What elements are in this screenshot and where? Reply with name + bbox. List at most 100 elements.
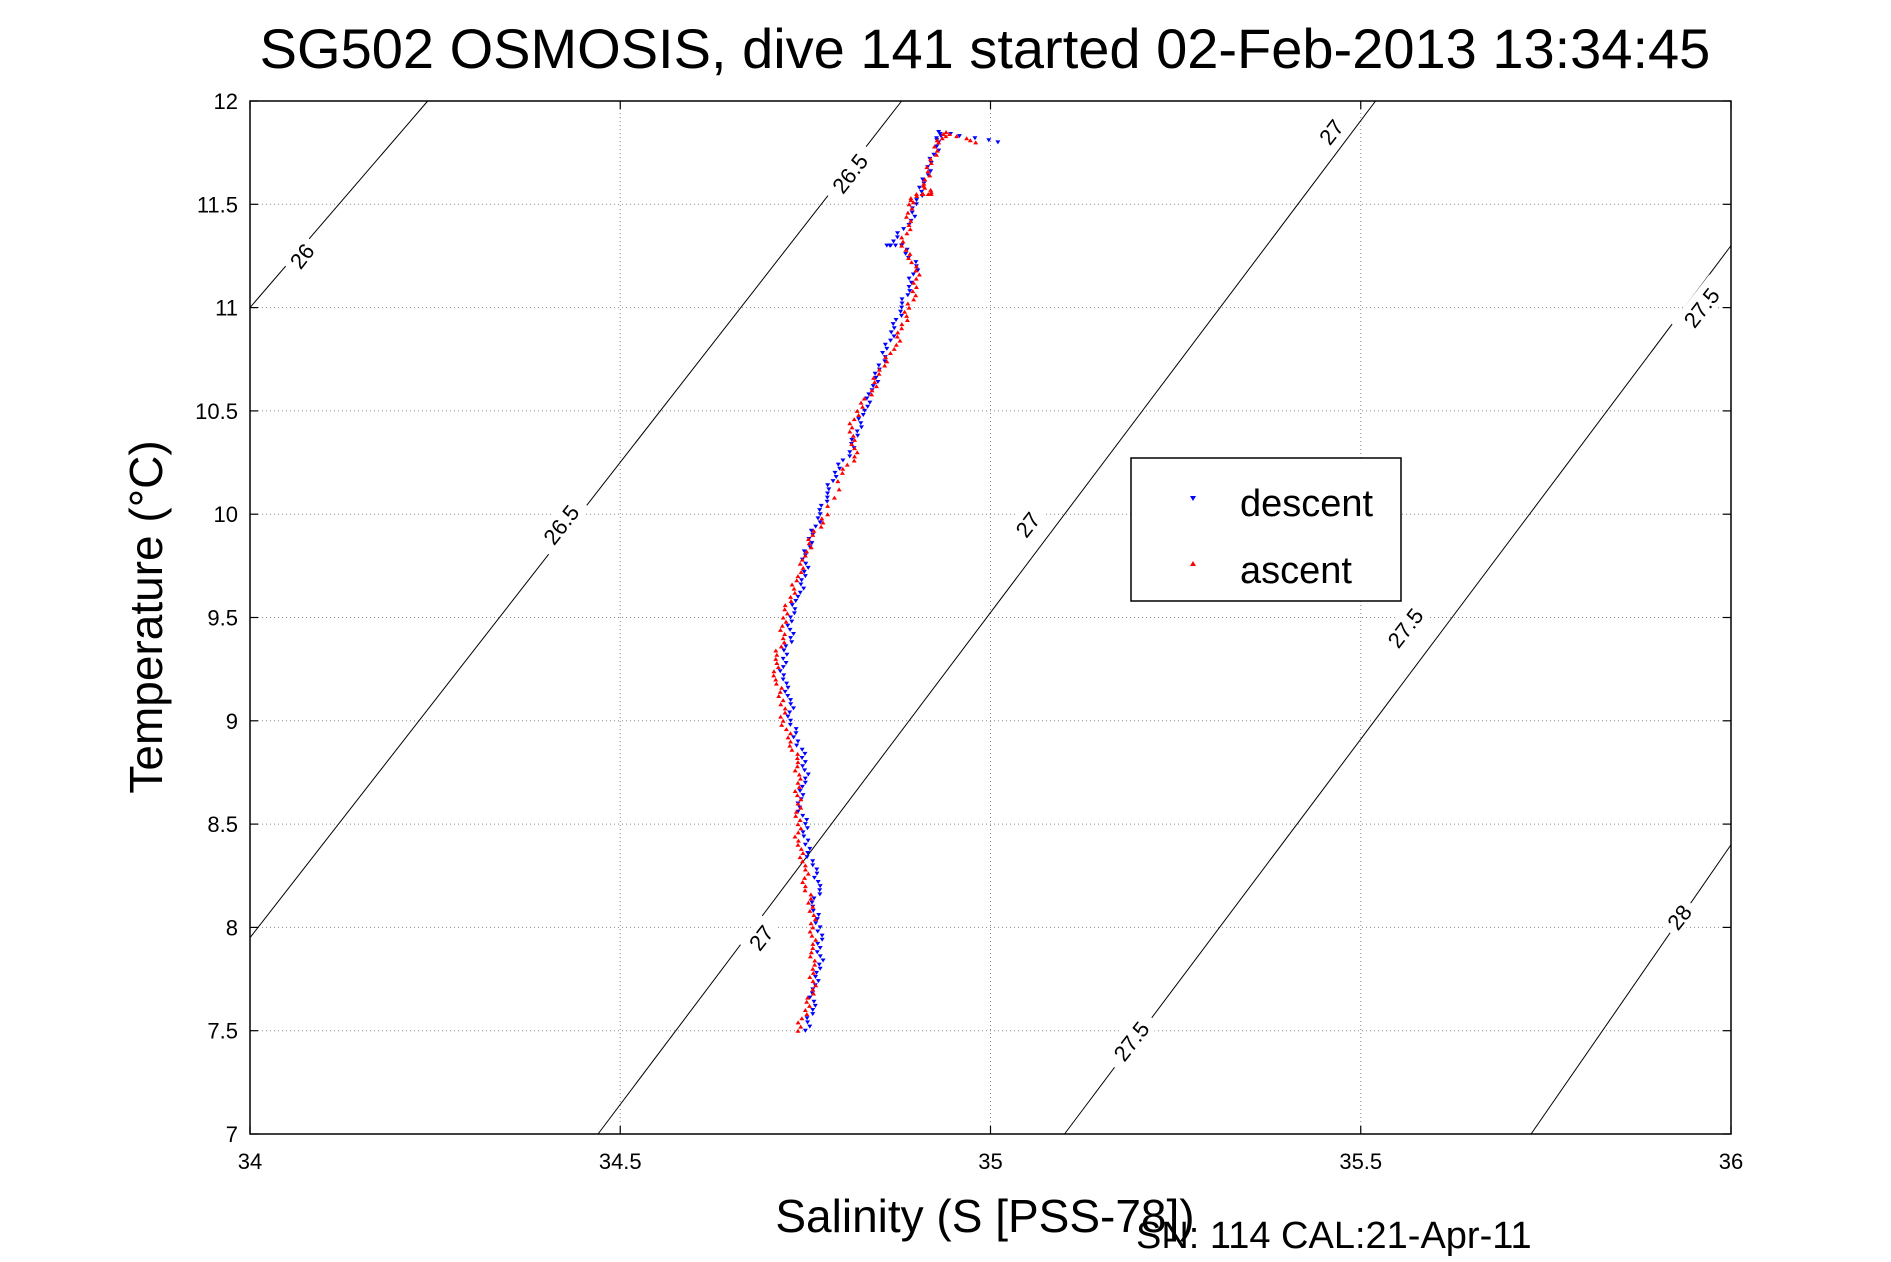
data-point-ascent: [781, 640, 787, 645]
data-point-ascent: [798, 826, 804, 831]
data-point-ascent: [825, 503, 831, 508]
data-point-ascent: [775, 665, 781, 670]
footer-calibration: SN: 114 CAL:21-Apr-11: [1136, 1215, 1532, 1257]
data-point-descent: [814, 867, 820, 872]
data-point-ascent: [934, 152, 940, 157]
data-point-descent: [816, 913, 822, 918]
data-point-descent: [815, 979, 821, 984]
contour-label-background: [1101, 1007, 1160, 1073]
data-point-ascent: [793, 813, 799, 818]
data-point-ascent: [794, 764, 800, 769]
data-point-ascent: [807, 974, 813, 979]
data-point-descent: [814, 970, 820, 975]
data-point-descent: [798, 582, 804, 587]
legend-label-ascent: ascent: [1240, 550, 1352, 592]
data-point-descent: [805, 851, 811, 856]
data-point-descent: [815, 516, 821, 521]
data-point-descent: [800, 764, 806, 769]
data-point-descent: [817, 508, 823, 513]
data-point-descent: [820, 958, 826, 963]
data-point-descent: [855, 433, 861, 438]
data-point-ascent: [800, 851, 806, 856]
data-point-ascent: [904, 317, 910, 322]
data-point-ascent: [805, 871, 811, 876]
data-point-ascent: [869, 392, 875, 397]
data-point-ascent: [899, 235, 905, 240]
data-point-descent: [797, 590, 803, 595]
data-point-descent: [912, 214, 918, 219]
data-point-ascent: [924, 165, 930, 170]
data-point-ascent: [794, 578, 800, 583]
data-point-ascent: [788, 598, 794, 603]
x-axis-label: Salinity (S [PSS-78]): [775, 1190, 1194, 1242]
data-point-ascent: [908, 196, 914, 201]
data-point-ascent: [936, 140, 942, 145]
data-point-ascent: [876, 371, 882, 376]
data-point-descent: [895, 231, 901, 236]
data-point-ascent: [795, 838, 801, 843]
data-point-ascent: [777, 689, 783, 694]
contour-label-background: [530, 491, 590, 557]
data-point-ascent: [804, 999, 810, 1004]
data-point-ascent: [810, 532, 816, 537]
data-point-ascent: [804, 1012, 810, 1017]
data-point-ascent: [798, 1024, 804, 1029]
grid-lines: [250, 101, 1731, 1134]
data-point-ascent: [811, 991, 817, 996]
data-point-ascent: [802, 553, 808, 558]
x-tick-label: 36: [1719, 1149, 1743, 1174]
data-point-descent: [928, 169, 934, 174]
data-point-descent: [793, 727, 799, 732]
data-point-ascent: [903, 247, 909, 252]
data-point-descent: [866, 392, 872, 397]
data-point-ascent: [802, 888, 808, 893]
data-point-descent: [890, 322, 896, 327]
data-point-descent: [789, 640, 795, 645]
data-point-descent: [995, 140, 1001, 145]
data-point-ascent: [773, 656, 779, 661]
data-point-descent: [891, 334, 897, 339]
data-point-ascent: [802, 1008, 808, 1013]
y-tick-label: 7.5: [207, 1019, 238, 1044]
data-point-descent: [824, 499, 830, 504]
data-point-ascent: [913, 284, 919, 289]
data-point-ascent: [913, 276, 919, 281]
data-point-descent: [792, 607, 798, 612]
data-point-ascent: [795, 1020, 801, 1025]
data-point-ascent: [908, 198, 914, 203]
data-point-descent: [835, 462, 841, 467]
data-point-ascent: [808, 921, 814, 926]
data-point-descent: [795, 739, 801, 744]
data-point-ascent: [807, 908, 813, 913]
data-point-ascent: [812, 958, 818, 963]
data-point-descent: [856, 417, 862, 422]
density-contours: [249, 100, 1732, 1135]
data-point-descent: [814, 950, 820, 955]
data-point-ascent: [851, 417, 857, 422]
y-axis-ticks: 7 7.5 8 8.5 9 9.5 10 10.5 11 11.5 12: [195, 89, 1731, 1147]
data-point-ascent: [780, 718, 786, 723]
data-point-descent: [826, 487, 832, 492]
data-point-descent: [906, 276, 912, 281]
data-point-ascent: [819, 516, 825, 521]
data-point-ascent: [805, 900, 811, 905]
data-point-ascent: [934, 148, 940, 153]
data-point-ascent: [906, 202, 912, 207]
data-point-descent: [854, 429, 860, 434]
data-point-ascent: [928, 187, 934, 192]
data-point-descent: [802, 760, 808, 765]
data-point-ascent: [940, 132, 946, 137]
data-point-descent: [905, 293, 911, 298]
data-point-ascent: [785, 735, 791, 740]
data-point-ascent: [799, 1016, 805, 1021]
data-point-ascent: [798, 846, 804, 851]
data-point-descent: [801, 586, 807, 591]
data-point-descent: [817, 946, 823, 951]
data-point-ascent: [798, 570, 804, 575]
data-point-ascent: [900, 239, 906, 244]
data-point-descent: [802, 751, 808, 756]
data-point-ascent: [820, 520, 826, 525]
data-point-ascent: [810, 941, 816, 946]
data-point-descent: [882, 342, 888, 347]
